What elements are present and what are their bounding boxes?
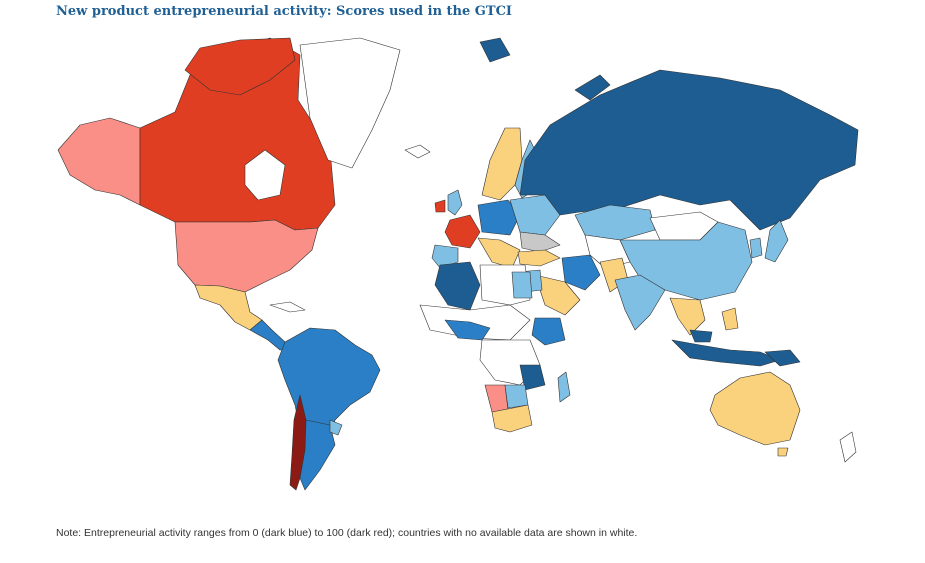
region-eastern-europe — [509, 194, 561, 236]
region-iceland — [404, 144, 431, 159]
region-australia — [709, 371, 801, 446]
region-india — [614, 274, 666, 331]
region-south-africa — [491, 404, 533, 433]
region-indonesia — [671, 339, 781, 367]
region-iran — [561, 254, 601, 291]
region-east-africa — [519, 364, 546, 391]
region-central-europe — [477, 199, 521, 236]
region-new-guinea — [764, 349, 801, 367]
region-italy-balkans — [477, 237, 521, 269]
world-choropleth-map — [57, 37, 859, 491]
region-france — [444, 214, 481, 249]
region-egypt — [511, 271, 533, 299]
region-greenland — [299, 37, 401, 169]
region-southeast-asia — [669, 297, 706, 336]
region-ethiopia — [531, 317, 566, 346]
region-scandinavia — [481, 127, 523, 201]
region-sahel-west-africa — [419, 304, 531, 341]
region-turkey — [517, 249, 561, 267]
map-note: Note: Entrepreneurial activity ranges fr… — [56, 527, 638, 539]
region-botswana-zambia — [504, 384, 529, 409]
region-madagascar — [557, 371, 571, 403]
region-new-zealand — [839, 431, 857, 463]
region-korea — [749, 237, 763, 259]
region-uruguay — [329, 419, 343, 436]
region-hudson-bay — [244, 149, 286, 201]
region-malaysia — [689, 329, 713, 343]
region-caucasus-grey — [519, 231, 561, 253]
map-title: New product entrepreneurial activity: Sc… — [56, 4, 513, 19]
region-west-africa-blue — [444, 319, 491, 341]
region-alaska — [57, 117, 141, 206]
region-ireland — [434, 199, 446, 213]
region-tasmania — [777, 447, 789, 457]
region-novaya-zemlya — [574, 74, 611, 101]
region-svalbard — [479, 37, 511, 63]
region-algeria — [434, 261, 481, 311]
region-philippines — [721, 307, 739, 331]
region-russia — [519, 69, 859, 231]
region-uk — [447, 189, 463, 216]
region-japan — [764, 219, 789, 263]
region-mexico — [194, 284, 263, 331]
region-namibia — [484, 384, 509, 413]
region-usa — [174, 219, 319, 293]
region-canada-arctic-islands — [184, 37, 296, 96]
region-saudi-arabia — [534, 274, 581, 316]
region-cuba — [269, 301, 306, 313]
